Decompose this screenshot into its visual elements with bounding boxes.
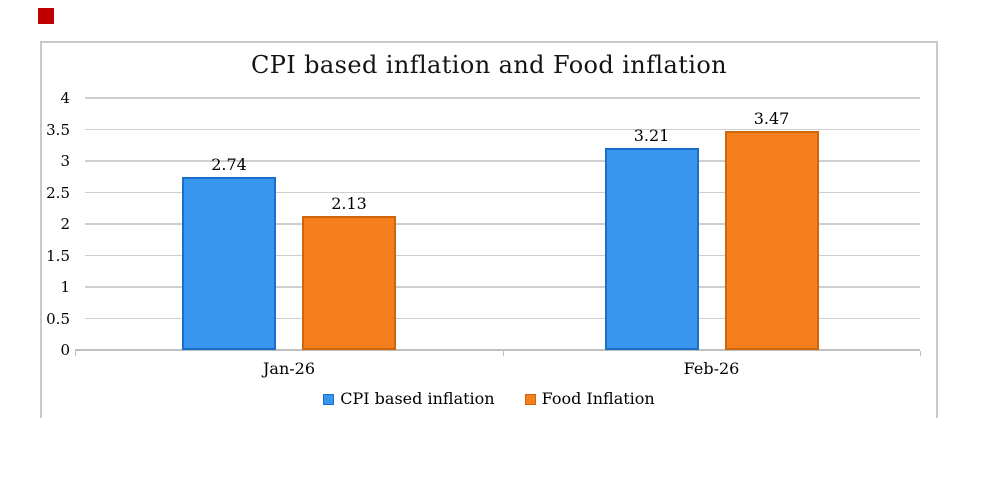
legend-label: Food Inflation <box>541 389 655 408</box>
bar-cpi-feb-26[interactable] <box>604 147 699 350</box>
legend-item: Food Inflation <box>524 389 655 408</box>
legend-label: CPI based inflation <box>340 389 495 408</box>
chart-title: CPI based inflation and Food inflation <box>250 51 728 79</box>
red-marker <box>38 8 54 24</box>
bar-cpi-jan-26[interactable] <box>182 177 276 350</box>
legend: CPI based inflation Food Inflation <box>40 388 938 410</box>
bar-food-jan-26[interactable] <box>302 215 396 350</box>
legend-swatch-icon <box>524 393 536 405</box>
legend-swatch-icon <box>323 393 335 405</box>
legend-item: CPI based inflation <box>323 389 495 408</box>
bar-food-feb-26[interactable] <box>724 131 819 350</box>
